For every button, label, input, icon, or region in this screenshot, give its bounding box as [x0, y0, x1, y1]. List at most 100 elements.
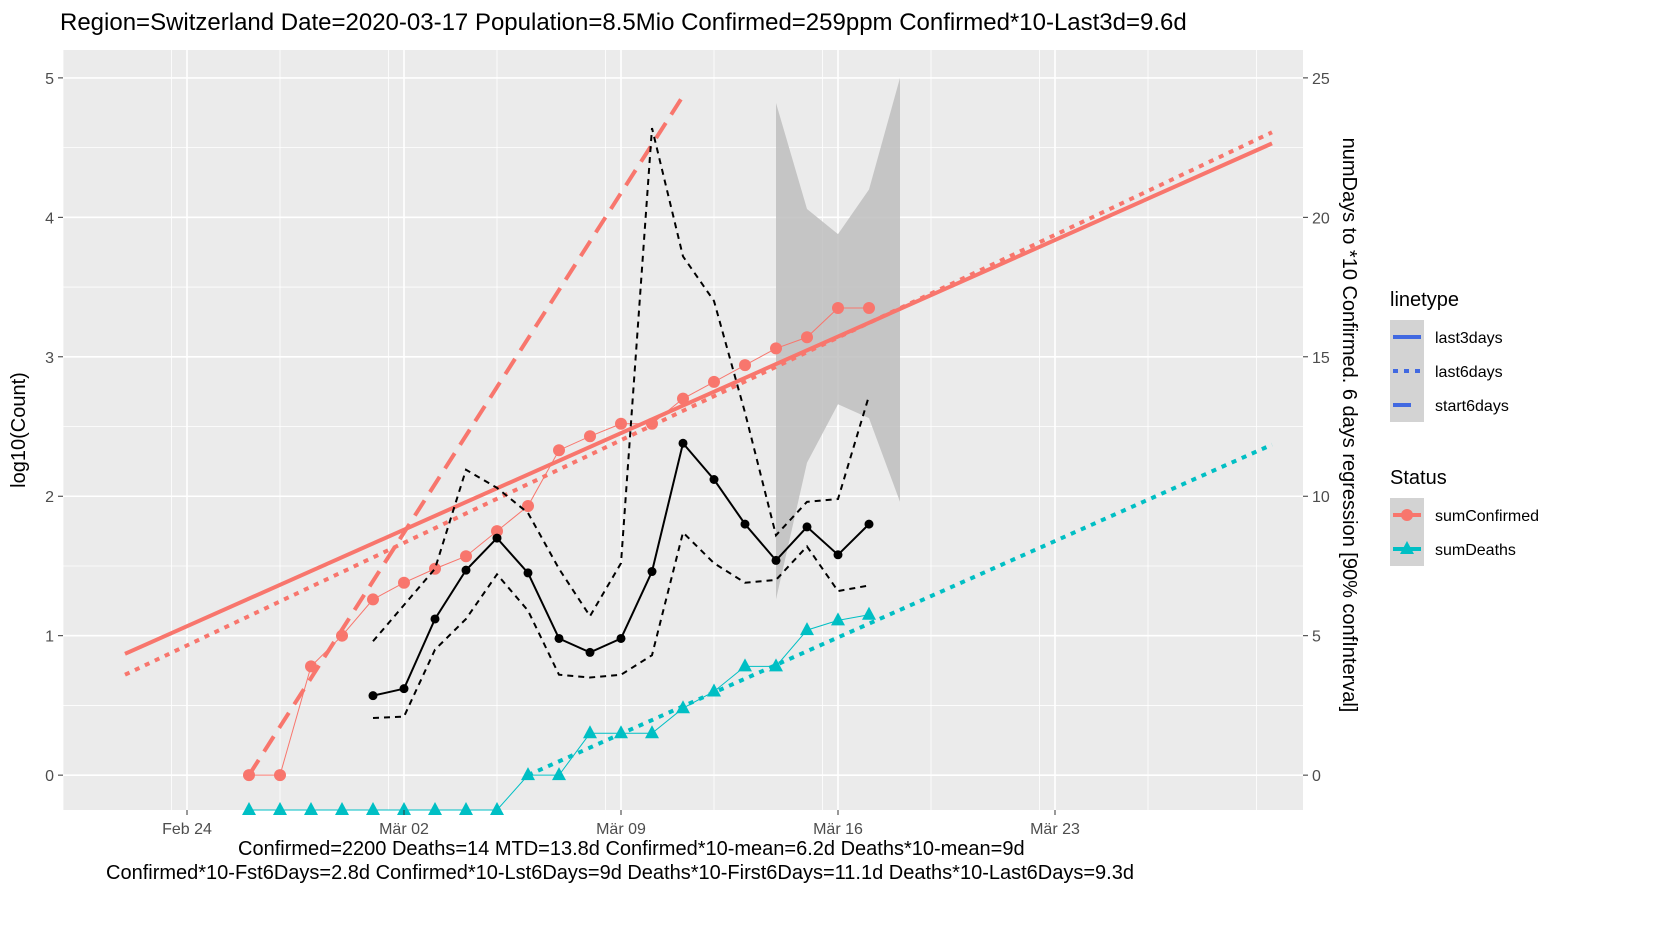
data-point	[273, 802, 287, 815]
data-point	[521, 767, 535, 781]
x-tick-label: Mär 09	[596, 821, 646, 838]
data-point	[399, 684, 409, 694]
data-point	[243, 769, 255, 782]
data-point	[739, 359, 751, 372]
data-point	[336, 629, 348, 642]
data-point	[335, 802, 349, 815]
data-point	[461, 565, 471, 575]
y2-tick-label: 25	[1312, 71, 1330, 88]
y2-tick-label: 15	[1312, 350, 1330, 367]
chart-title: Region=Switzerland Date=2020-03-17 Popul…	[60, 9, 1187, 36]
data-point	[615, 417, 627, 430]
footer-line-1: Confirmed=2200 Deaths=14 MTD=13.8d Confi…	[238, 838, 1025, 860]
data-point	[242, 802, 256, 815]
x-tick-label: Mär 16	[813, 821, 863, 838]
x-tick-label: Feb 24	[162, 821, 212, 838]
data-point	[366, 802, 380, 815]
y2-tick-label: 20	[1312, 210, 1330, 227]
y2-axis-label: numDays to *10 Confirmed. 6 days regress…	[1338, 138, 1360, 713]
y-tick-label: 5	[45, 71, 54, 88]
data-point	[584, 430, 596, 443]
data-point	[304, 802, 318, 815]
axes: 0 1 2 3 4 5 0 5 10 15 20 25 Feb 24 Mär 02 Mär 09 Mär 16…	[45, 71, 1330, 838]
data-point	[459, 802, 473, 815]
data-point	[554, 633, 564, 643]
plot-panel	[63, 50, 1303, 810]
data-point	[274, 769, 286, 782]
regression-line	[124, 130, 1273, 677]
y-tick-label: 4	[45, 210, 54, 227]
x-tick-label: Mär 02	[379, 821, 429, 838]
data-point	[647, 567, 657, 577]
data-point	[771, 555, 781, 565]
data-point	[492, 533, 502, 543]
y-axis-label: log10(Count)	[8, 372, 30, 488]
data-point	[738, 658, 752, 672]
legend: linetype last3days last6days start6days Stat…	[1390, 289, 1539, 566]
regression-line	[247, 94, 685, 777]
data-point	[770, 342, 782, 355]
data-point	[769, 658, 783, 672]
data-point	[709, 475, 719, 485]
data-point	[368, 691, 378, 701]
data-point	[708, 375, 720, 388]
data-point	[832, 301, 844, 314]
y-tick-label: 0	[45, 768, 54, 785]
data-point	[614, 725, 628, 739]
data-point	[428, 802, 442, 815]
regression-lines	[124, 94, 1273, 777]
data-point	[862, 606, 876, 620]
data-point	[802, 522, 812, 532]
legend-marker	[1400, 541, 1414, 554]
y-tick-label: 3	[45, 350, 54, 367]
data-point	[491, 525, 503, 538]
data-series	[242, 127, 876, 815]
data-point	[740, 519, 750, 529]
data-point	[645, 725, 659, 739]
data-point	[522, 500, 534, 512]
data-point	[553, 444, 565, 457]
data-point	[585, 647, 595, 657]
y2-tick-label: 10	[1312, 489, 1330, 506]
data-point	[801, 331, 813, 344]
data-point	[397, 802, 411, 815]
legend-label: sumConfirmed	[1435, 508, 1539, 525]
data-point	[398, 576, 410, 589]
data-point	[430, 614, 440, 624]
data-point	[305, 660, 317, 673]
data-point	[864, 519, 874, 529]
regression-line	[527, 442, 1273, 777]
legend-title: linetype	[1390, 289, 1459, 311]
data-point	[677, 392, 689, 405]
series-line	[372, 127, 870, 642]
data-point	[707, 683, 721, 697]
legend-marker	[1401, 509, 1413, 521]
data-point	[552, 767, 566, 781]
data-point	[833, 550, 843, 560]
series-line	[372, 530, 870, 719]
legend-label: last6days	[1435, 364, 1503, 381]
data-point	[678, 438, 688, 448]
y2-tick-label: 0	[1312, 768, 1321, 785]
x-tick-label: Mär 23	[1030, 821, 1080, 838]
data-point	[523, 568, 533, 578]
legend-label: start6days	[1435, 398, 1509, 415]
data-point	[676, 700, 690, 714]
footer-line-2: Confirmed*10-Fst6Days=2.8d Confirmed*10-…	[106, 862, 1134, 884]
data-point	[863, 301, 875, 314]
y-tick-label: 1	[45, 629, 54, 646]
data-point	[646, 417, 658, 430]
data-point	[367, 593, 379, 606]
legend-title: Status	[1390, 467, 1447, 489]
data-point	[460, 550, 472, 563]
data-point	[616, 633, 626, 643]
data-point	[583, 725, 597, 739]
y2-tick-label: 5	[1312, 629, 1321, 646]
data-point	[831, 612, 845, 626]
legend-label: last3days	[1435, 330, 1503, 347]
y-tick-label: 2	[45, 489, 54, 506]
legend-label: sumDeaths	[1435, 542, 1516, 559]
data-point	[800, 622, 814, 636]
regression-line	[124, 141, 1273, 656]
